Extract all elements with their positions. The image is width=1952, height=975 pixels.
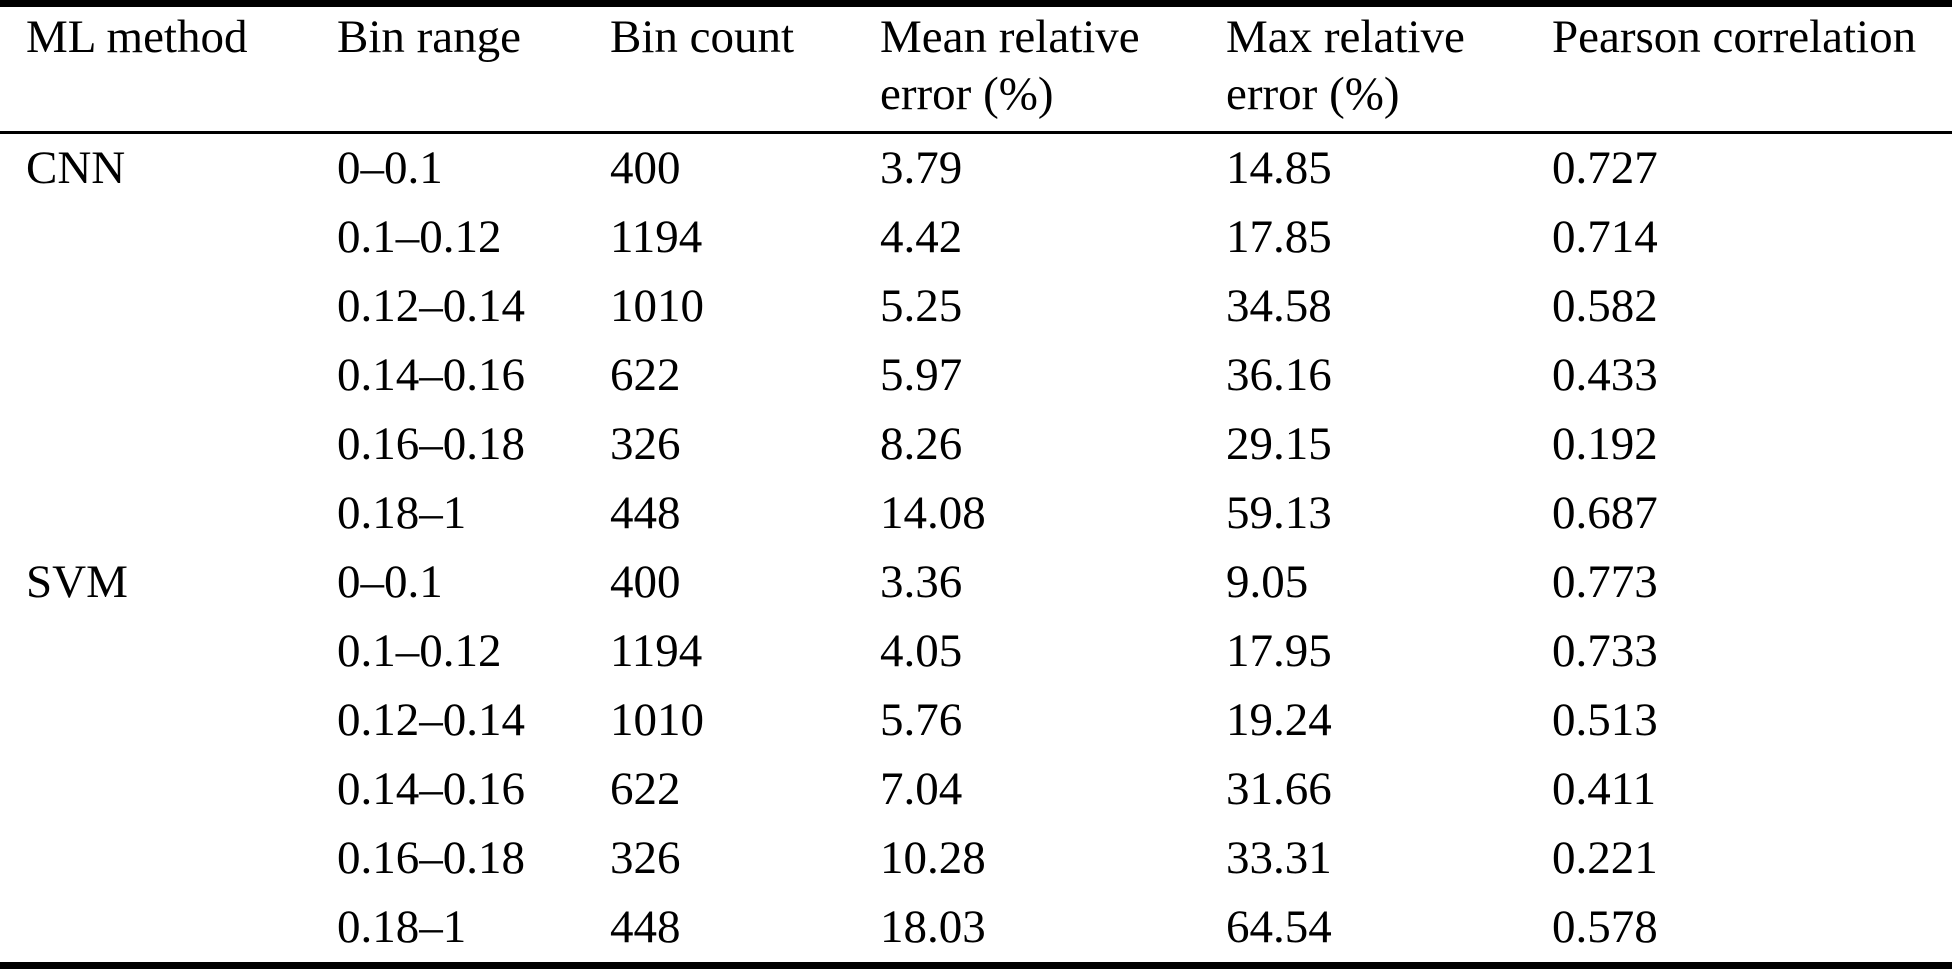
cell-mean-relative-error: 5.76 xyxy=(880,694,963,746)
cell-max-relative-error: 34.58 xyxy=(1226,280,1332,332)
cell-bin-range: 0.12–0.14 xyxy=(337,280,525,332)
table-row: 0.1–0.12 1194 4.42 17.85 0.714 xyxy=(0,203,1952,272)
cell-pearson-correlation: 0.578 xyxy=(1552,901,1658,953)
column-header-max-relative-error: Max relative error (%) xyxy=(1226,11,1465,120)
cell-pearson-correlation: 0.687 xyxy=(1552,487,1658,539)
cell-bin-count: 1010 xyxy=(610,280,704,332)
cell-max-relative-error: 59.13 xyxy=(1226,487,1332,539)
cell-pearson-correlation: 0.714 xyxy=(1552,211,1658,263)
table-row: CNN 0–0.1 400 3.79 14.85 0.727 xyxy=(0,134,1952,203)
cell-bin-range: 0.1–0.12 xyxy=(337,625,502,677)
table-header-row: ML method Bin range Bin count Mean relat… xyxy=(0,7,1952,131)
cell-mean-relative-error: 8.26 xyxy=(880,418,963,470)
cell-mean-relative-error: 18.03 xyxy=(880,901,986,953)
cell-bin-count: 1010 xyxy=(610,694,704,746)
cell-mean-relative-error: 4.05 xyxy=(880,625,963,677)
cell-max-relative-error: 64.54 xyxy=(1226,901,1332,953)
cell-ml-method: CNN xyxy=(26,142,126,194)
cell-ml-method: SVM xyxy=(26,556,128,608)
table-header-rule xyxy=(0,131,1952,134)
cell-bin-count: 326 xyxy=(610,832,681,884)
cell-bin-count: 400 xyxy=(610,142,681,194)
table-bottom-rule xyxy=(0,962,1952,969)
cell-mean-relative-error: 14.08 xyxy=(880,487,986,539)
cell-max-relative-error: 36.16 xyxy=(1226,349,1332,401)
table-row: 0.12–0.14 1010 5.25 34.58 0.582 xyxy=(0,272,1952,341)
cell-max-relative-error: 33.31 xyxy=(1226,832,1332,884)
cell-bin-range: 0.14–0.16 xyxy=(337,763,525,815)
cell-mean-relative-error: 7.04 xyxy=(880,763,963,815)
table-row: 0.18–1 448 14.08 59.13 0.687 xyxy=(0,479,1952,548)
cell-bin-count: 1194 xyxy=(610,625,703,677)
column-header-ml-method: ML method xyxy=(26,11,248,63)
cell-mean-relative-error: 4.42 xyxy=(880,211,963,263)
cell-bin-count: 1194 xyxy=(610,211,703,263)
table-top-rule xyxy=(0,0,1952,7)
cell-pearson-correlation: 0.582 xyxy=(1552,280,1658,332)
cell-mean-relative-error: 10.28 xyxy=(880,832,986,884)
cell-bin-range: 0.16–0.18 xyxy=(337,418,525,470)
column-header-bin-range: Bin range xyxy=(337,11,522,63)
table-row: 0.16–0.18 326 8.26 29.15 0.192 xyxy=(0,410,1952,479)
cell-max-relative-error: 17.85 xyxy=(1226,211,1332,263)
cell-pearson-correlation: 0.773 xyxy=(1552,556,1658,608)
cell-max-relative-error: 29.15 xyxy=(1226,418,1332,470)
cell-pearson-correlation: 0.221 xyxy=(1552,832,1658,884)
table-row: 0.14–0.16 622 5.97 36.16 0.433 xyxy=(0,341,1952,410)
cell-bin-range: 0.18–1 xyxy=(337,901,467,953)
cell-mean-relative-error: 3.79 xyxy=(880,142,963,194)
cell-pearson-correlation: 0.433 xyxy=(1552,349,1658,401)
cell-bin-count: 448 xyxy=(610,901,681,953)
column-header-pearson-correlation: Pearson correlation xyxy=(1552,11,1917,63)
table-row: 0.1–0.12 1194 4.05 17.95 0.733 xyxy=(0,617,1952,686)
cell-pearson-correlation: 0.727 xyxy=(1552,142,1658,194)
cell-max-relative-error: 19.24 xyxy=(1226,694,1332,746)
column-header-bin-count: Bin count xyxy=(610,11,795,63)
cell-mean-relative-error: 3.36 xyxy=(880,556,963,608)
table-row: 0.14–0.16 622 7.04 31.66 0.411 xyxy=(0,755,1952,824)
cell-bin-range: 0–0.1 xyxy=(337,556,443,608)
cell-max-relative-error: 31.66 xyxy=(1226,763,1332,815)
cell-bin-count: 622 xyxy=(610,349,681,401)
cell-bin-count: 622 xyxy=(610,763,681,815)
table-row: 0.18–1 448 18.03 64.54 0.578 xyxy=(0,893,1952,962)
cell-max-relative-error: 9.05 xyxy=(1226,556,1309,608)
column-header-mean-relative-error: Mean relative error (%) xyxy=(880,11,1140,120)
cell-bin-range: 0.18–1 xyxy=(337,487,467,539)
cell-pearson-correlation: 0.513 xyxy=(1552,694,1658,746)
cell-bin-range: 0.14–0.16 xyxy=(337,349,525,401)
cell-bin-range: 0.1–0.12 xyxy=(337,211,502,263)
cell-bin-range: 0–0.1 xyxy=(337,142,443,194)
table-row: 0.16–0.18 326 10.28 33.31 0.221 xyxy=(0,824,1952,893)
cell-pearson-correlation: 0.411 xyxy=(1552,763,1657,815)
table-row: SVM 0–0.1 400 3.36 9.05 0.773 xyxy=(0,548,1952,617)
cell-bin-range: 0.16–0.18 xyxy=(337,832,525,884)
cell-bin-count: 326 xyxy=(610,418,681,470)
cell-bin-count: 448 xyxy=(610,487,681,539)
cell-max-relative-error: 17.95 xyxy=(1226,625,1332,677)
table-row: 0.12–0.14 1010 5.76 19.24 0.513 xyxy=(0,686,1952,755)
cell-max-relative-error: 14.85 xyxy=(1226,142,1332,194)
cell-pearson-correlation: 0.733 xyxy=(1552,625,1658,677)
table-body: CNN 0–0.1 400 3.79 14.85 0.727 0.1–0.12 … xyxy=(0,134,1952,962)
cell-mean-relative-error: 5.97 xyxy=(880,349,963,401)
cell-bin-count: 400 xyxy=(610,556,681,608)
cell-pearson-correlation: 0.192 xyxy=(1552,418,1658,470)
cell-bin-range: 0.12–0.14 xyxy=(337,694,525,746)
cell-mean-relative-error: 5.25 xyxy=(880,280,963,332)
